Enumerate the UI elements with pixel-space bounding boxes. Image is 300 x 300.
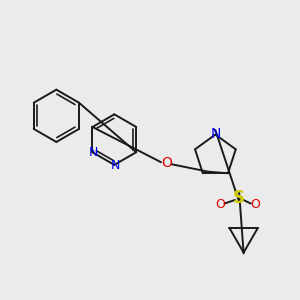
Text: N: N <box>210 127 220 141</box>
Text: O: O <box>250 199 260 212</box>
Text: N: N <box>110 159 120 172</box>
Text: O: O <box>215 199 225 212</box>
Text: S: S <box>233 189 245 207</box>
Text: N: N <box>89 146 98 159</box>
Text: O: O <box>161 156 172 170</box>
